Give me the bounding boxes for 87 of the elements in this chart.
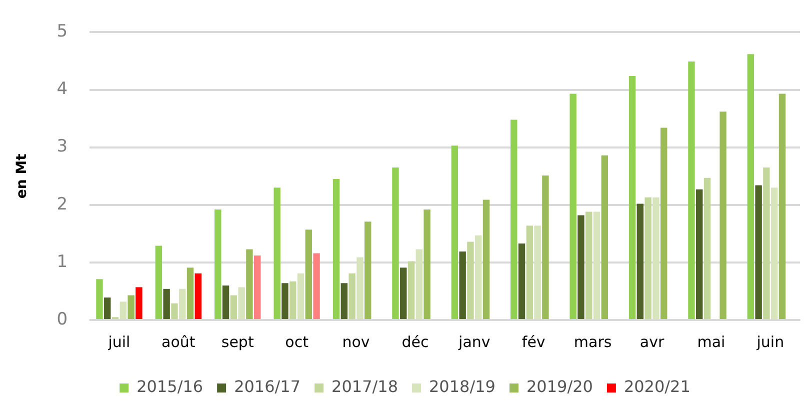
x-tick-label: mai xyxy=(697,332,726,351)
bar xyxy=(136,287,142,319)
bar xyxy=(313,253,320,319)
y-tick-label: 4 xyxy=(56,79,68,100)
bar xyxy=(593,212,600,319)
bar xyxy=(526,226,534,319)
x-tick-label: juil xyxy=(107,332,130,351)
bar xyxy=(578,215,584,319)
x-tick-label: mars xyxy=(574,332,612,351)
bar xyxy=(332,178,340,319)
y-tick-label: 2 xyxy=(56,194,68,214)
bar xyxy=(720,112,726,319)
bar xyxy=(194,273,202,319)
bar xyxy=(254,256,261,319)
x-tick-label: fév xyxy=(522,332,546,351)
legend-label: 2019/20 xyxy=(526,377,593,396)
x-tick-label: juin xyxy=(756,332,784,351)
bar xyxy=(451,146,458,319)
bar xyxy=(475,235,482,319)
bar xyxy=(542,176,549,319)
bar xyxy=(274,188,280,319)
bar xyxy=(222,285,230,319)
bar xyxy=(755,185,762,319)
y-tick-label: 5 xyxy=(56,22,68,42)
bar xyxy=(636,204,644,319)
x-tick-label: janv xyxy=(458,332,490,351)
bar xyxy=(400,268,407,319)
y-tick-label: 0 xyxy=(56,309,68,330)
bar xyxy=(660,128,668,319)
x-tick-label: sept xyxy=(221,332,254,351)
x-tick-label: août xyxy=(162,332,196,351)
bar xyxy=(644,197,652,319)
bar xyxy=(392,167,399,319)
bar xyxy=(297,273,304,319)
bar xyxy=(179,288,186,319)
bar xyxy=(482,200,490,319)
bar xyxy=(305,230,312,319)
legend-label: 2016/17 xyxy=(234,377,301,396)
bar xyxy=(282,283,288,319)
bar xyxy=(747,54,754,319)
bar xyxy=(186,268,194,319)
legend-label: 2017/18 xyxy=(332,377,398,396)
bar xyxy=(570,94,576,319)
bar xyxy=(586,212,592,319)
bar xyxy=(763,167,770,319)
bar xyxy=(214,209,222,319)
y-tick-label: 1 xyxy=(56,252,68,272)
legend-label: 2020/21 xyxy=(624,377,690,396)
bar xyxy=(510,120,518,319)
bar xyxy=(340,283,348,319)
bar xyxy=(104,298,111,319)
bar xyxy=(171,303,178,319)
bar xyxy=(704,178,711,319)
bar xyxy=(416,249,423,319)
x-tick-label: oct xyxy=(285,332,309,351)
bar xyxy=(408,261,415,319)
bar xyxy=(628,76,636,319)
x-tick-label: avr xyxy=(640,332,665,351)
x-tick-label: nov xyxy=(342,332,370,351)
x-tick-label: déc xyxy=(402,332,429,351)
bar xyxy=(424,209,430,319)
bar xyxy=(688,62,695,319)
bar xyxy=(163,288,170,319)
bar xyxy=(290,281,296,319)
bar xyxy=(518,243,526,319)
bar xyxy=(246,249,253,319)
legend-label: 2015/16 xyxy=(136,377,204,396)
legend-label: 2018/19 xyxy=(429,377,496,396)
bar xyxy=(238,287,245,319)
bar xyxy=(601,155,608,319)
bar xyxy=(459,252,466,319)
y-tick-label: 3 xyxy=(56,136,68,157)
bar xyxy=(128,295,134,319)
bar xyxy=(120,302,127,319)
bar xyxy=(778,94,786,319)
bar xyxy=(364,222,372,319)
bar xyxy=(348,273,356,319)
bar xyxy=(155,246,162,319)
bar xyxy=(230,295,238,319)
bar xyxy=(652,197,660,319)
bar xyxy=(534,226,541,319)
bar xyxy=(696,189,703,319)
bar xyxy=(770,188,778,319)
bar xyxy=(467,242,474,319)
bar xyxy=(356,257,364,319)
y-axis-title: en Mt xyxy=(14,153,30,199)
bar xyxy=(96,279,103,319)
